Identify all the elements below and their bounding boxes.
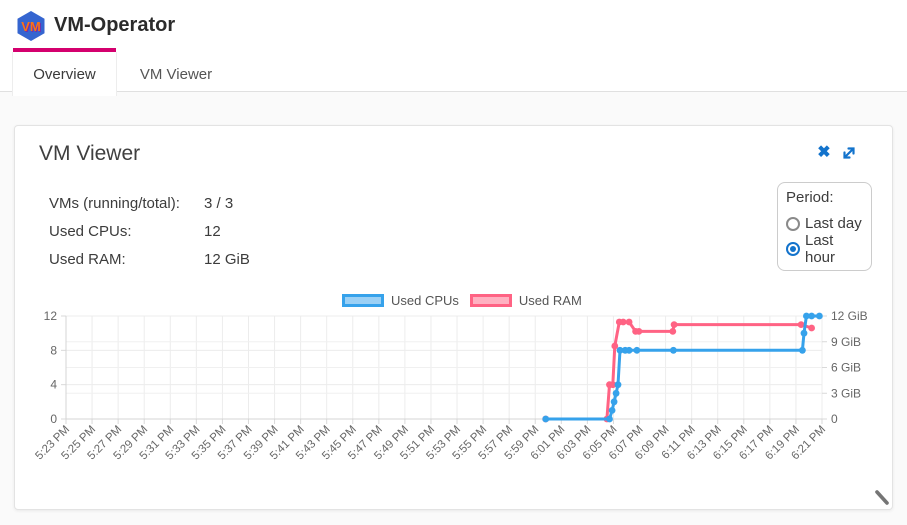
panel-title: VM Viewer	[39, 142, 141, 165]
data-point-used-ram	[797, 321, 805, 328]
app-title: VM-Operator	[54, 14, 176, 36]
radio-last-day-icon[interactable]	[786, 216, 800, 231]
stat-value-ram: 12 GiB	[204, 250, 250, 268]
stat-row-vms: VMs (running/total): 3 / 3	[49, 189, 250, 217]
data-point-used-cpus	[803, 312, 810, 320]
data-point-used-cpus	[608, 407, 616, 414]
y-tick-label-left: 12	[44, 309, 58, 323]
stat-row-ram: Used RAM: 12 GiB	[49, 245, 250, 273]
tab-overview[interactable]: Overview	[12, 48, 117, 96]
panel-actions: ✖	[815, 144, 858, 162]
radio-last-hour[interactable]: Last hour	[786, 232, 863, 266]
data-point-used-cpus	[612, 389, 620, 397]
radio-last-hour-label: Last hour	[805, 231, 836, 266]
data-point-used-cpus	[670, 346, 677, 354]
stat-label-cpus: Used CPUs:	[49, 222, 132, 240]
radio-last-day-label: Last day	[805, 215, 862, 232]
stat-label-vms: VMs (running/total):	[49, 194, 180, 212]
stat-value-cpus: 12	[204, 222, 221, 240]
data-point-used-cpus	[542, 415, 550, 423]
data-point-used-cpus	[808, 312, 815, 320]
tab-bar: Overview VM Viewer	[0, 48, 907, 96]
y-tick-label-left: 8	[50, 343, 57, 357]
period-group: Period: Last day Last hour	[777, 182, 872, 271]
expand-icon[interactable]	[840, 144, 858, 162]
data-point-used-cpus	[610, 398, 618, 406]
data-point-used-cpus	[625, 346, 633, 354]
data-point-used-ram	[669, 328, 677, 335]
chart-legend: Used CPUs Used RAM	[342, 293, 593, 308]
data-point-used-cpus	[614, 381, 622, 389]
data-point-used-ram	[670, 321, 678, 328]
y-tick-label-right: 6 GiB	[831, 361, 861, 375]
tab-overview-label: Overview	[33, 65, 96, 83]
stat-row-cpus: Used CPUs: 12	[49, 217, 250, 245]
tab-vm-viewer[interactable]: VM Viewer	[130, 52, 222, 96]
legend-item-used-ram[interactable]: Used RAM	[469, 293, 582, 308]
legend-item-used-cpus[interactable]: Used CPUs	[342, 293, 459, 308]
data-point-used-cpus	[606, 415, 613, 423]
vm-stats: VMs (running/total): 3 / 3 Used CPUs: 12…	[49, 189, 250, 273]
data-point-used-cpus	[616, 346, 624, 354]
stat-label-ram: Used RAM:	[49, 250, 126, 268]
app-header: VM VM-Operator	[0, 0, 907, 52]
y-tick-label-left: 0	[50, 412, 57, 426]
tab-vm-viewer-label: VM Viewer	[139, 65, 213, 83]
stat-value-vms: 3 / 3	[204, 194, 234, 212]
data-point-used-cpus	[816, 312, 823, 320]
period-label: Period:	[786, 189, 834, 206]
radio-last-hour-icon[interactable]	[786, 241, 800, 256]
y-tick-label-right: 3 GiB	[831, 386, 861, 400]
close-icon[interactable]: ✖	[817, 144, 831, 161]
resize-handle-icon[interactable]	[870, 486, 894, 510]
data-point-used-ram	[619, 318, 627, 326]
legend-label-used-cpus: Used CPUs	[391, 293, 459, 308]
data-point-used-ram	[808, 324, 815, 332]
data-point-used-ram	[611, 342, 619, 350]
series-line-used-ram	[544, 320, 814, 421]
y-tick-label-right: 12 GiB	[831, 309, 868, 323]
data-point-used-ram	[635, 328, 643, 335]
data-point-used-ram	[609, 381, 617, 389]
app-logo-text: VM	[21, 18, 41, 34]
legend-swatch	[342, 294, 384, 307]
y-tick-label-left: 4	[50, 378, 57, 392]
vm-viewer-panel: VM Viewer ✖ VMs (running/total): 3 / 3 U…	[14, 125, 893, 510]
radio-last-day[interactable]: Last day	[786, 211, 863, 236]
data-point-used-ram	[625, 318, 633, 326]
active-tab-indicator	[13, 48, 116, 52]
legend-label-used-ram: Used RAM	[518, 293, 582, 308]
data-point-used-cpus	[799, 346, 806, 354]
y-tick-label-right: 9 GiB	[831, 335, 861, 349]
data-point-used-cpus	[800, 329, 808, 337]
legend-swatch	[469, 294, 512, 307]
data-point-used-cpus	[633, 346, 641, 354]
y-tick-label-right: 0	[831, 412, 838, 426]
